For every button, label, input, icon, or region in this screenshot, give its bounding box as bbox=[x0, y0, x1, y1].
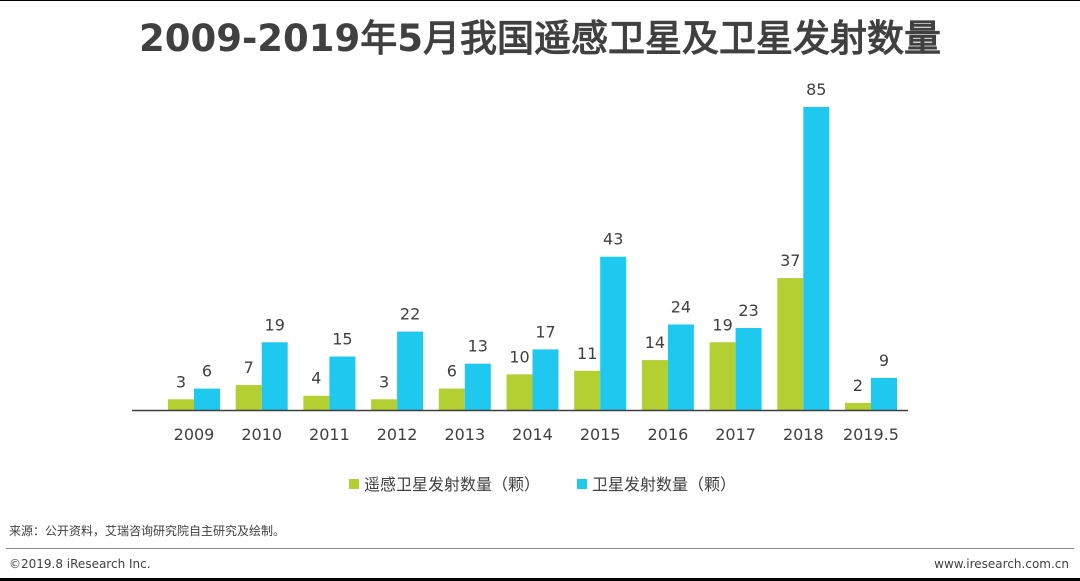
data-label-total-2013: 13 bbox=[468, 337, 488, 356]
bar-total-2014 bbox=[532, 349, 559, 410]
x-tick-label-2011: 2011 bbox=[309, 425, 350, 444]
data-label-total-2011: 15 bbox=[332, 330, 352, 349]
bar-total-2017 bbox=[735, 328, 762, 410]
data-label-total-2010: 19 bbox=[265, 315, 285, 334]
legend-swatch-total bbox=[577, 479, 587, 489]
bar-remote-sensing-2015 bbox=[574, 370, 601, 410]
source-note: 来源：公开资料，艾瑞咨询研究院自主研究及绘制。 bbox=[9, 524, 286, 538]
data-label-remote-sensing-2010: 7 bbox=[244, 358, 254, 377]
bar-remote-sensing-2010 bbox=[235, 385, 262, 410]
legend-swatch-remote-sensing bbox=[349, 479, 359, 489]
data-label-remote-sensing-2014: 10 bbox=[509, 347, 529, 366]
bar-total-2016 bbox=[667, 324, 694, 410]
x-tick-label-2018: 2018 bbox=[783, 425, 824, 444]
bar-total-2019.5 bbox=[871, 377, 897, 410]
data-label-total-2014: 17 bbox=[535, 322, 555, 341]
data-label-total-2016: 24 bbox=[671, 297, 691, 316]
chart-title: 2009-2019年5月我国遥感卫星及卫星发射数量 bbox=[138, 17, 942, 60]
bar-total-2012 bbox=[397, 331, 424, 410]
data-label-remote-sensing-2009: 3 bbox=[176, 372, 186, 391]
x-tick-label-2015: 2015 bbox=[580, 425, 621, 444]
footer-divider bbox=[6, 548, 1074, 549]
legend-label-total: 卫星发射数量（颗） bbox=[592, 475, 736, 494]
bar-total-2013 bbox=[464, 363, 491, 410]
x-tick-label-2009: 2009 bbox=[174, 425, 215, 444]
bar-remote-sensing-2013 bbox=[438, 388, 465, 410]
bar-remote-sensing-2019.5 bbox=[845, 402, 871, 410]
x-tick-label-2010: 2010 bbox=[241, 425, 282, 444]
x-tick-label-2019.5: 2019.5 bbox=[843, 425, 899, 444]
data-label-remote-sensing-2017: 19 bbox=[712, 315, 732, 334]
bar-total-2009 bbox=[194, 388, 220, 410]
bar-remote-sensing-2011 bbox=[303, 395, 330, 410]
legend-label-remote-sensing: 遥感卫星发射数量（颗） bbox=[364, 475, 540, 494]
bar-total-2010 bbox=[261, 342, 288, 410]
bar-remote-sensing-2018 bbox=[777, 278, 804, 410]
data-label-remote-sensing-2015: 11 bbox=[577, 344, 597, 363]
data-label-total-2019.5: 9 bbox=[879, 351, 889, 370]
x-tick-label-2013: 2013 bbox=[444, 425, 485, 444]
data-label-remote-sensing-2016: 14 bbox=[645, 333, 665, 352]
x-tick-label-2016: 2016 bbox=[648, 425, 689, 444]
data-label-total-2017: 23 bbox=[738, 301, 758, 320]
bar-remote-sensing-2012 bbox=[371, 399, 398, 410]
bar-remote-sensing-2017 bbox=[709, 342, 736, 410]
data-label-total-2009: 6 bbox=[202, 362, 212, 381]
data-label-remote-sensing-2013: 6 bbox=[447, 362, 457, 381]
bar-remote-sensing-2016 bbox=[641, 360, 668, 410]
bar-total-2011 bbox=[329, 356, 356, 410]
x-tick-label-2017: 2017 bbox=[715, 425, 756, 444]
data-label-total-2015: 43 bbox=[603, 230, 623, 249]
data-label-total-2018: 85 bbox=[806, 80, 826, 99]
x-tick-label-2014: 2014 bbox=[512, 425, 553, 444]
bar-total-2015 bbox=[600, 256, 627, 410]
data-label-remote-sensing-2011: 4 bbox=[311, 369, 321, 388]
data-label-remote-sensing-2019.5: 2 bbox=[853, 376, 863, 395]
data-label-remote-sensing-2018: 37 bbox=[780, 251, 800, 270]
bar-remote-sensing-2009 bbox=[168, 399, 194, 410]
bar-total-2018 bbox=[803, 107, 830, 410]
website-link[interactable]: www.iresearch.com.cn bbox=[934, 557, 1069, 571]
copyright-text: ©2019.8 iResearch Inc. bbox=[9, 557, 151, 571]
data-label-remote-sensing-2012: 3 bbox=[379, 372, 389, 391]
data-label-total-2012: 22 bbox=[400, 305, 420, 324]
bar-remote-sensing-2014 bbox=[506, 374, 533, 410]
x-tick-label-2012: 2012 bbox=[377, 425, 418, 444]
